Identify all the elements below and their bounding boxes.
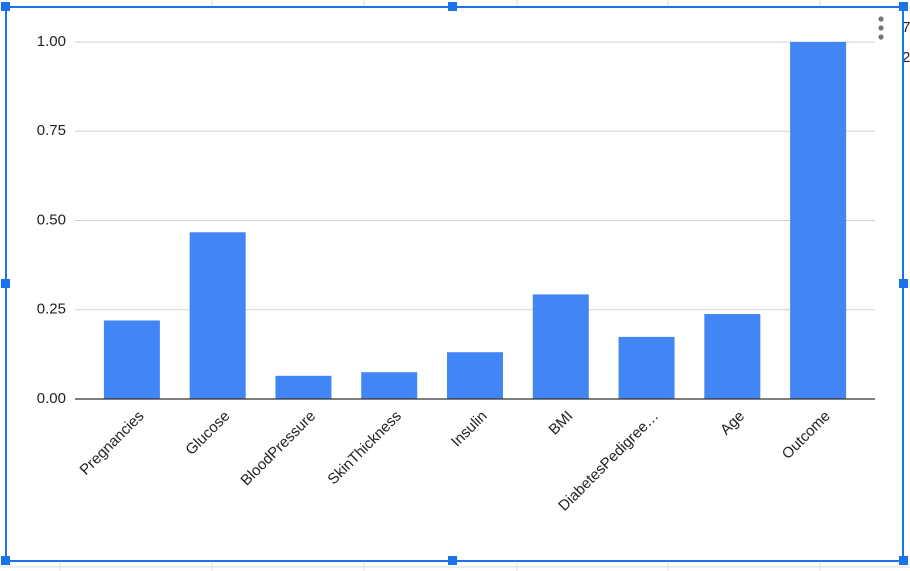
y-tick-label: 0.25	[37, 301, 66, 318]
cell-fragment: 2	[902, 49, 910, 66]
chart-frame[interactable]	[5, 6, 904, 562]
y-tick-label: 0.00	[37, 390, 66, 407]
y-tick-label: 1.00	[37, 33, 66, 50]
chart-menu[interactable]	[878, 16, 884, 40]
cell-fragment: 7	[902, 19, 910, 36]
bar	[189, 232, 246, 399]
bar	[447, 352, 503, 399]
bar	[275, 375, 332, 399]
y-tick-label: 0.50	[37, 211, 66, 228]
bar	[103, 320, 160, 399]
bar	[532, 294, 589, 399]
bar	[704, 314, 761, 399]
bar	[618, 336, 675, 399]
bar	[361, 372, 418, 399]
bar	[790, 42, 847, 399]
y-tick-label: 0.75	[37, 122, 66, 139]
